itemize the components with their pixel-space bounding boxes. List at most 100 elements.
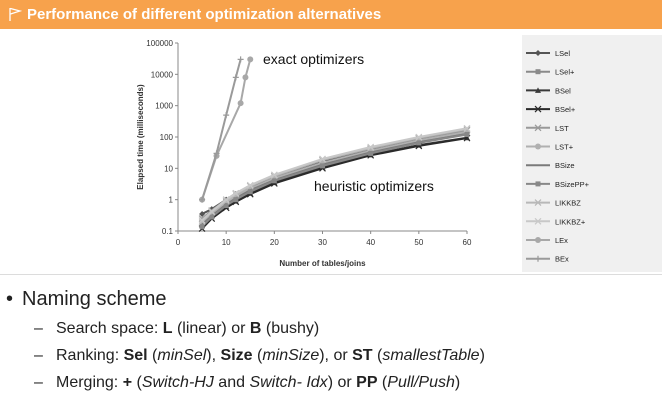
sub-bullet-search-space: – Search space: L (linear) or B (bushy) xyxy=(34,320,319,338)
ranking-label: Ranking: xyxy=(56,347,124,364)
merging-text: ( xyxy=(377,374,388,391)
legend-entry: LIKKBZ xyxy=(526,199,581,208)
x-tick-label: 40 xyxy=(366,238,375,247)
slide-header: Performance of different optimization al… xyxy=(0,0,662,29)
series-line xyxy=(201,127,468,222)
data-point xyxy=(232,189,240,197)
merging-switch-hj: Switch-HJ xyxy=(141,374,214,391)
data-point xyxy=(222,196,230,204)
merging-pull-push: Pull/Push xyxy=(387,374,455,391)
data-point xyxy=(535,237,541,243)
search-space-text2: (bushy) xyxy=(261,320,320,337)
legend-entry: BSel xyxy=(526,86,571,95)
ranking-minsize: minSize xyxy=(262,347,320,364)
y-tick-label: 1 xyxy=(169,196,174,205)
chart-legend: LSel LSel+ BSel BSel+ LST LST+ BSize BSizePP+ LI… xyxy=(522,35,662,272)
x-tick-label: 50 xyxy=(414,238,423,247)
sub-bullet-merging: – Merging: + (Switch-HJ and Switch- Idx) … xyxy=(34,374,460,392)
legend-entry: BSel+ xyxy=(526,105,576,114)
data-point xyxy=(534,124,542,132)
legend-entry: BSizePP+ xyxy=(526,180,590,189)
series-line xyxy=(201,59,242,200)
data-point xyxy=(534,217,542,225)
data-point xyxy=(271,178,277,184)
series-line xyxy=(201,137,468,230)
annotation-exact-optimizers: exact optimizers xyxy=(263,51,364,67)
merging-label: Merging: xyxy=(56,374,123,391)
data-point xyxy=(199,210,206,217)
data-point xyxy=(415,133,423,141)
y-tick-label: 1000 xyxy=(155,102,173,111)
search-space-l: L xyxy=(162,320,173,337)
ranking-size: Size xyxy=(220,347,253,364)
sub-bullet-ranking: – Ranking: Sel (minSel), Size (minSize), … xyxy=(34,347,485,365)
legend-label: LSel+ xyxy=(555,68,575,77)
x-axis-label: Number of tables/joins xyxy=(279,259,366,268)
ranking-text: ), or xyxy=(319,347,353,364)
dash: – xyxy=(34,320,43,337)
merging-pp: PP xyxy=(356,374,378,391)
x-tick-label: 20 xyxy=(270,238,279,247)
divider xyxy=(0,274,662,275)
data-point xyxy=(535,50,541,56)
y-axis-label: Elapsed time (milliseconds) xyxy=(136,84,145,190)
data-point xyxy=(223,203,229,209)
merging-text: ) xyxy=(454,374,461,391)
data-point xyxy=(535,143,541,150)
data-point xyxy=(464,132,470,138)
dash: – xyxy=(34,347,43,364)
data-point xyxy=(237,56,244,63)
data-point xyxy=(535,69,541,75)
data-point xyxy=(534,199,542,207)
ranking-smallesttable: smallestTable xyxy=(382,347,480,364)
data-point xyxy=(242,74,249,81)
legend-entry: LST+ xyxy=(526,143,574,152)
data-point xyxy=(320,163,325,169)
data-point xyxy=(535,255,541,262)
merging-text: ) or xyxy=(327,374,357,391)
legend-svg: LSel LSel+ BSel BSel+ LST LST+ BSize BSizePP+ LI… xyxy=(526,49,590,264)
data-point xyxy=(246,181,254,189)
merging-text: ( xyxy=(132,374,142,391)
data-point xyxy=(213,150,220,157)
y-tick-label: 100 xyxy=(160,133,174,142)
legend-label: BSizePP+ xyxy=(555,180,590,189)
data-point xyxy=(416,140,422,146)
legend-label: LEx xyxy=(555,236,568,245)
merging-text: and xyxy=(213,374,250,391)
y-tick-label: 100000 xyxy=(146,39,173,48)
x-tick-label: 0 xyxy=(176,238,181,247)
bullet-dot: • xyxy=(6,288,14,310)
series-line xyxy=(201,130,468,224)
series-likkbz-plus xyxy=(198,124,471,224)
merging-plus: + xyxy=(122,374,133,391)
x-tick-label: 30 xyxy=(318,238,327,247)
data-point xyxy=(368,150,374,156)
ranking-text: ( xyxy=(252,347,263,364)
data-point xyxy=(247,56,254,63)
flag-icon xyxy=(9,7,22,21)
ranking-sel: Sel xyxy=(123,347,148,364)
annotation-heuristic-optimizers: heuristic optimizers xyxy=(314,178,434,194)
legend-label: LIKKBZ+ xyxy=(555,217,586,226)
series-lsel xyxy=(199,128,470,217)
legend-label: LST+ xyxy=(555,143,574,152)
legend-entry: BSize xyxy=(526,161,575,170)
data-point xyxy=(535,87,541,93)
data-point xyxy=(199,223,205,229)
legend-label: LIKKBZ xyxy=(555,199,581,208)
data-point xyxy=(247,189,253,195)
legend-label: BSel xyxy=(555,86,571,95)
legend-entry: LSel xyxy=(526,49,570,58)
ranking-st: ST xyxy=(352,347,373,364)
data-point xyxy=(198,216,206,224)
merging-switch-idx: Switch- Idx xyxy=(249,374,328,391)
y-tick-label: 10 xyxy=(164,164,173,173)
data-point xyxy=(367,143,375,151)
data-point xyxy=(209,214,215,220)
ranking-text: ( xyxy=(372,347,383,364)
series-line xyxy=(201,133,468,228)
legend-label: LSel xyxy=(555,49,570,58)
legend-label: BSize xyxy=(555,161,575,170)
data-point xyxy=(463,124,471,132)
